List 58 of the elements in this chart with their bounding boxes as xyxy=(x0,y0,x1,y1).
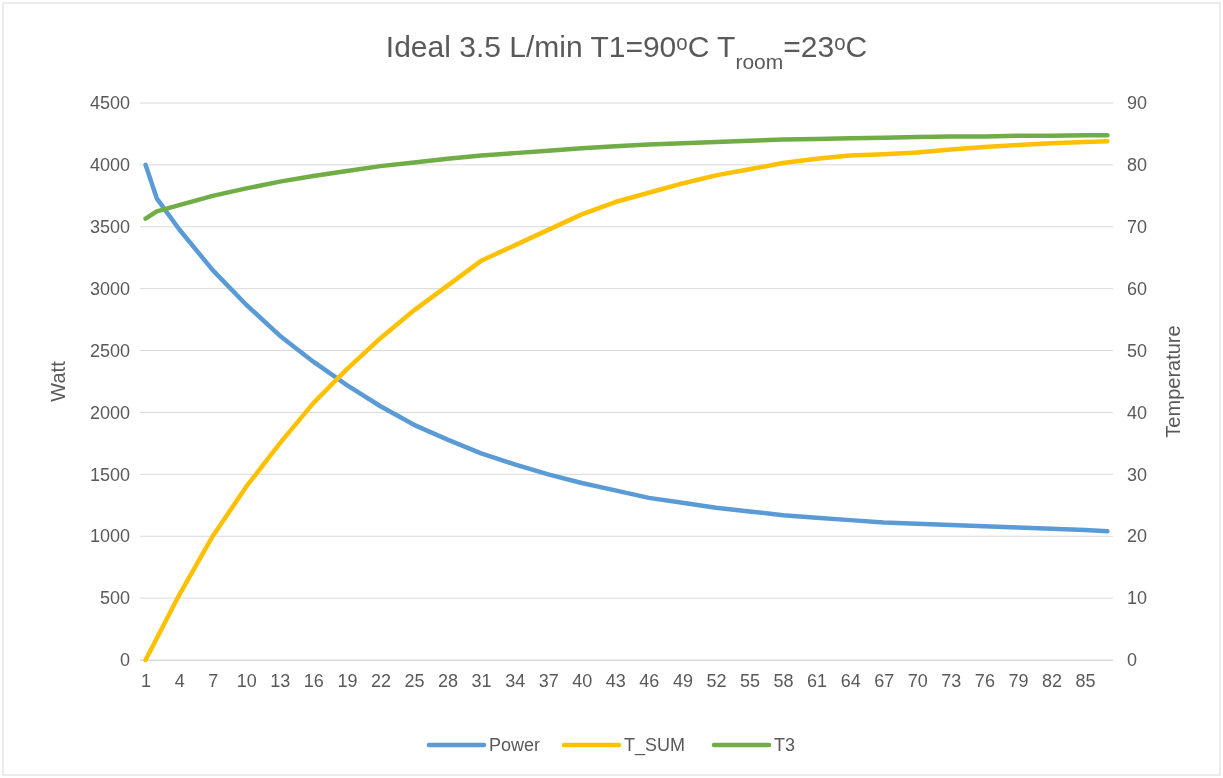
y-tick-label: 3000 xyxy=(89,278,130,299)
x-tick-label: 25 xyxy=(404,670,425,691)
x-tick-label: 13 xyxy=(270,670,291,691)
y-tick-label: 2000 xyxy=(89,402,130,423)
x-tick-label: 82 xyxy=(1041,670,1062,691)
y2-tick-label: 90 xyxy=(1127,93,1148,114)
y-tick-label: 4000 xyxy=(89,155,130,176)
x-tick-label: 34 xyxy=(505,670,526,691)
y-tick-label: 4500 xyxy=(89,93,130,114)
y2-tick-label: 60 xyxy=(1127,278,1148,299)
x-tick-label: 10 xyxy=(236,670,257,691)
x-tick-label: 85 xyxy=(1075,670,1096,691)
y-tick-label: 1500 xyxy=(89,464,130,485)
y2-tick-label: 80 xyxy=(1127,155,1148,176)
x-tick-label: 52 xyxy=(706,670,727,691)
y2-tick-label: 30 xyxy=(1127,464,1148,485)
x-tick-label: 43 xyxy=(605,670,626,691)
y-axis-title: Watt xyxy=(47,360,69,402)
x-tick-label: 28 xyxy=(438,670,459,691)
x-tick-label: 1 xyxy=(141,670,152,691)
y-tick-label: 1000 xyxy=(89,526,130,547)
x-tick-label: 16 xyxy=(303,670,324,691)
x-tick-label: 7 xyxy=(208,670,219,691)
x-tick-label: 46 xyxy=(639,670,660,691)
y2-tick-label: 0 xyxy=(1127,650,1138,671)
x-tick-label: 61 xyxy=(807,670,828,691)
y2-tick-label: 70 xyxy=(1127,217,1148,238)
x-tick-label: 73 xyxy=(941,670,962,691)
y2-tick-label: 20 xyxy=(1127,526,1148,547)
x-tick-label: 19 xyxy=(337,670,358,691)
x-tick-label: 70 xyxy=(907,670,928,691)
y2-axis-title: Temperature xyxy=(1162,325,1184,438)
x-tick-label: 58 xyxy=(773,670,794,691)
y-tick-label: 2500 xyxy=(89,340,130,361)
x-tick-label: 40 xyxy=(572,670,593,691)
legend-label: T3 xyxy=(774,735,796,755)
x-tick-label: 37 xyxy=(538,670,559,691)
x-tick-label: 31 xyxy=(471,670,492,691)
y2-tick-label: 50 xyxy=(1127,340,1148,361)
line-series xyxy=(143,162,1110,534)
legend-label: T_SUM xyxy=(624,735,686,756)
legend-label: Power xyxy=(489,735,541,755)
chart-title: Ideal 3.5 L/min T1=90ᵒC T$_{room}$=23ᵒC xyxy=(385,30,868,73)
x-tick-label: 22 xyxy=(370,670,391,691)
x-tick-label: 79 xyxy=(1008,670,1029,691)
x-tick-label: 55 xyxy=(740,670,761,691)
x-tick-label: 49 xyxy=(672,670,693,691)
y2-tick-label: 10 xyxy=(1127,588,1148,609)
y2-tick-label: 40 xyxy=(1127,402,1148,423)
x-tick-label: 67 xyxy=(874,670,895,691)
x-tick-label: 64 xyxy=(840,670,861,691)
x-tick-label: 76 xyxy=(974,670,995,691)
x-tick-label: 4 xyxy=(174,670,185,691)
line-series xyxy=(143,139,1110,663)
y-tick-label: 500 xyxy=(99,588,130,609)
line-series xyxy=(143,132,1110,221)
y-tick-label: 3500 xyxy=(89,217,130,238)
y-tick-label: 0 xyxy=(119,650,130,671)
